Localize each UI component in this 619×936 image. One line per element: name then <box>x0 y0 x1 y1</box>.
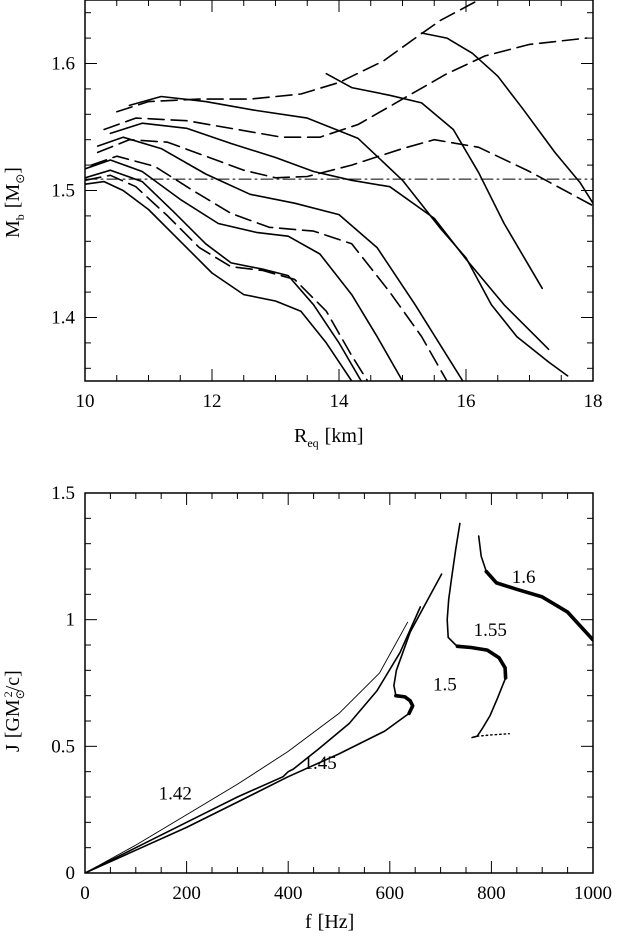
bottom-xtick-label: 600 <box>376 883 405 904</box>
bottom-xtick-label: 400 <box>274 883 303 904</box>
top-series-6-line <box>96 138 593 207</box>
series-label-1.42: 1.42 <box>159 784 192 805</box>
top-series-5-line <box>96 136 464 381</box>
top-ytick-label: 1.6 <box>51 54 75 75</box>
sun-symbol-icon: ⊙ <box>13 689 27 699</box>
bottom-panel: 0 200 400 600 800 1000 0 0.5 1 1.5 1.42 1.45 1.5 1.5… <box>1 483 612 933</box>
bottom-xtick-label: 200 <box>172 883 201 904</box>
series-label-1.5: 1.5 <box>433 675 457 696</box>
top-ytick-label: 1.5 <box>51 181 75 202</box>
bottom-xtick-label: 1000 <box>574 883 612 904</box>
bottom-series-2-line <box>85 573 443 873</box>
bottom-ytick-label: 1.5 <box>51 483 75 504</box>
top-series-2-line <box>85 169 362 381</box>
top-panel: 10 12 14 16 18 1.4 1.5 1.6 Req [km] Mb[M⊙] <box>2 0 603 450</box>
bottom-ytick-label: 1 <box>66 610 76 631</box>
top-xtick-label: 12 <box>203 391 222 412</box>
bottom-xaxis-label: f [Hz] <box>305 911 354 933</box>
series-label-1.55: 1.55 <box>474 620 507 641</box>
top-series-9-line <box>128 95 569 377</box>
series-label-1.6: 1.6 <box>512 567 536 588</box>
top-xtick-label: 16 <box>457 391 476 412</box>
top-curves <box>85 0 593 381</box>
bottom-ytick-label: 0.5 <box>51 736 75 757</box>
top-ytick-label: 1.4 <box>51 308 75 329</box>
top-series-11-line <box>116 0 480 113</box>
top-ticks: 10 12 14 16 18 1.4 1.5 1.6 <box>51 0 603 412</box>
top-xtick-label: 18 <box>584 391 603 412</box>
bottom-ytick-label: 0 <box>66 863 76 884</box>
bottom-series-1-line <box>85 606 422 873</box>
top-series-3-line <box>85 159 404 381</box>
bottom-ticks: 0 200 400 600 800 1000 0 0.5 1 1.5 <box>51 483 612 904</box>
bottom-yaxis-label: J[GM⊙2/c] <box>1 670 27 752</box>
dotted-segment-1.55 <box>476 733 510 737</box>
bottom-plot-frame <box>84 492 594 874</box>
series-label-1.45: 1.45 <box>303 753 336 774</box>
sun-symbol-icon: ⊙ <box>13 174 27 184</box>
thick-segment-1.55 <box>455 644 508 680</box>
top-series-4-line <box>90 155 448 381</box>
top-plot-frame <box>84 0 594 382</box>
bottom-curves: 1.42 1.45 1.5 1.55 1.6 <box>85 522 593 873</box>
top-yaxis-label: Mb[M⊙] <box>2 167 27 238</box>
top-series-8-line <box>103 37 588 138</box>
thick-segment-1.5 <box>394 693 415 716</box>
top-series-7-line <box>109 122 550 351</box>
bottom-series-0-line <box>85 621 409 873</box>
top-series-10-line <box>325 72 543 290</box>
thick-segment-1.6 <box>484 569 593 642</box>
top-xtick-label: 10 <box>76 391 95 412</box>
bottom-xtick-label: 800 <box>477 883 506 904</box>
bottom-xtick-label: 0 <box>80 883 90 904</box>
top-xaxis-label: Req [km] <box>294 425 364 450</box>
top-xtick-label: 14 <box>330 391 350 412</box>
top-series-0-line <box>85 180 353 381</box>
top-series-12-line <box>420 32 593 204</box>
top-series-1-line <box>85 174 369 381</box>
